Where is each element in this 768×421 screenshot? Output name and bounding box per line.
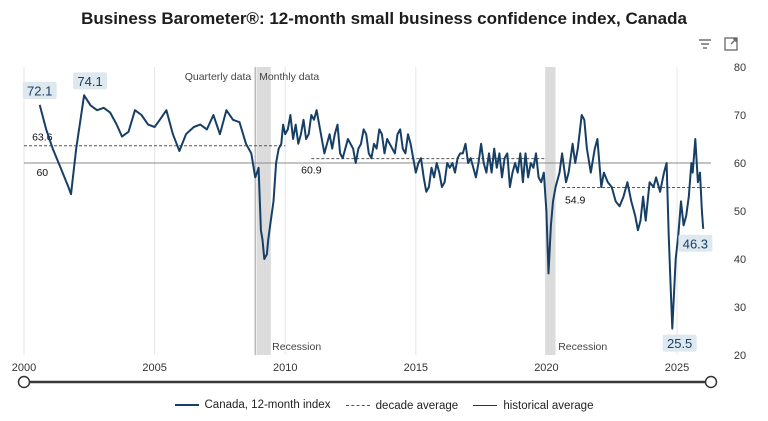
decade-average-label: 60.9 xyxy=(301,165,322,177)
callout-label: 74.1 xyxy=(77,74,102,89)
recession-bands xyxy=(254,67,556,355)
y-tick-label: 70 xyxy=(734,110,746,122)
x-tick-label: 2005 xyxy=(142,362,166,374)
grid xyxy=(23,67,678,355)
range-slider-end-handle[interactable] xyxy=(704,375,718,389)
filter-icon[interactable] xyxy=(697,36,713,52)
range-slider-start-handle[interactable] xyxy=(17,375,31,389)
recession-band xyxy=(256,67,271,355)
callout-label: 25.5 xyxy=(667,336,692,351)
callout-label: 72.1 xyxy=(27,83,52,98)
callouts: 72.1 74.1 46.3 25.5 xyxy=(22,72,713,352)
x-tick-label: 2000 xyxy=(12,362,36,374)
chart-title: Business Barometer®: 12-month small busi… xyxy=(81,9,687,28)
annotation-recession: Recession xyxy=(558,341,607,353)
callout-box xyxy=(678,234,713,252)
series xyxy=(38,94,705,330)
y-tick-label: 40 xyxy=(734,254,746,266)
recession-band xyxy=(545,67,556,355)
callout-label: 46.3 xyxy=(683,236,708,251)
legend: Canada, 12-month index decade average hi… xyxy=(0,397,768,412)
y-tick-label: 20 xyxy=(734,350,746,362)
range-slider[interactable] xyxy=(17,375,718,389)
x-tick-label: 2015 xyxy=(404,362,428,374)
callout-box xyxy=(22,81,57,99)
x-tick-label: 2020 xyxy=(534,362,558,374)
callout-box xyxy=(73,72,108,90)
annotation-recession: Recession xyxy=(272,341,321,353)
annotation-monthly: Monthly data xyxy=(259,71,319,83)
y-tick-label: 50 xyxy=(734,206,746,218)
y-tick-label: 60 xyxy=(734,158,746,170)
annotation-quarterly: Quarterly data xyxy=(185,71,252,83)
x-tick-label: 2010 xyxy=(273,362,297,374)
y-tick-label: 80 xyxy=(734,62,746,74)
decade-average-label: 54.9 xyxy=(565,194,586,206)
legend-label-decade-average: decade average xyxy=(375,399,459,412)
legend-item-historical-average[interactable]: historical average xyxy=(473,400,593,412)
y-tick-label: 30 xyxy=(734,302,746,314)
axes: 2000 2005 2010 2015 2020 202520304050607080Qu… xyxy=(12,62,746,374)
legend-item-series[interactable]: Canada, 12-month index xyxy=(174,399,331,411)
historical-average-label: 60 xyxy=(36,167,48,179)
callout-box xyxy=(662,334,697,352)
legend-label-series: Canada, 12-month index xyxy=(204,399,331,411)
expand-icon[interactable] xyxy=(723,36,739,52)
legend-item-decade-average[interactable]: decade average xyxy=(345,399,459,412)
series-line-canada xyxy=(38,94,705,330)
legend-label-historical-average: historical average xyxy=(503,399,594,412)
x-tick-label: 2025 xyxy=(665,362,689,374)
